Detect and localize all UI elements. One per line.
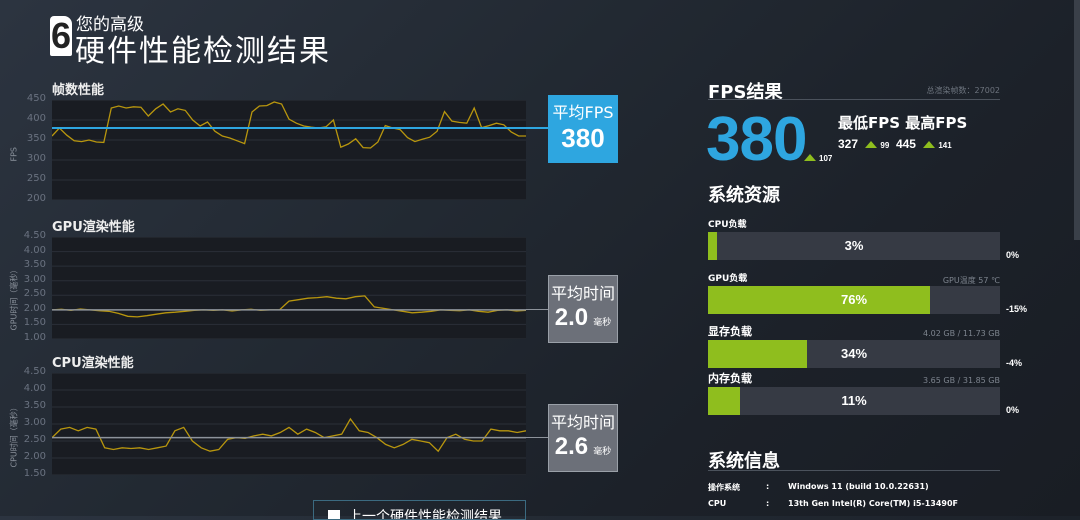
y-tick-label: 250 [26, 173, 46, 184]
fps-result-title: FPS结果 [708, 82, 783, 103]
avg-fps-value: 380 [561, 123, 605, 153]
resource-bar-fill [708, 232, 717, 260]
resource-bar: 76% [708, 286, 1000, 314]
cpu-avg-badge: 平均时间 2.6 毫秒 [548, 404, 618, 472]
rainbow-six-logo: 6 [50, 15, 72, 56]
sysinfo-key: 操作系统 [708, 483, 740, 492]
y-tick-label: 450 [26, 93, 46, 104]
resource-pct: 3% [844, 238, 864, 253]
y-tick-label: 4.00 [23, 383, 46, 394]
fps-chart-title: 帧数性能 [52, 83, 105, 98]
resource-bar: 34% [708, 340, 1000, 368]
previous-results-label: 上一个硬件性能检测结果 [348, 509, 502, 520]
resource-meta: GPU温度 57 ℃ [942, 276, 1000, 285]
y-tick-label: 4.00 [23, 244, 46, 256]
min-fps: 327 [838, 137, 859, 151]
avg-fps-big: 380 [706, 105, 807, 174]
max-fps: 445 [895, 137, 916, 151]
y-tick-label: 2.50 [23, 434, 46, 445]
y-tick-label: 3.50 [23, 400, 46, 411]
avg-fps-label: 平均FPS [552, 103, 614, 122]
y-tick-label: 2.50 [23, 288, 46, 300]
up-triangle-icon [923, 141, 936, 148]
avg-fps-badge: 平均FPS 380 [548, 95, 618, 163]
divider [708, 470, 1000, 471]
plot-background [52, 100, 526, 200]
resource-label: 显存负载 [708, 325, 752, 338]
min-max-heading: 最低FPS 最高FPS [838, 114, 968, 132]
y-tick-label: 200 [26, 193, 46, 204]
resource-bar-fill [708, 340, 808, 368]
resource-bar: 11% [708, 387, 1000, 415]
sysinfo-sep: : [766, 499, 770, 508]
fps-plot [52, 100, 526, 200]
resource-meta: 3.65 GB / 31.85 GB [923, 376, 1000, 385]
total-frames: 总渲染帧数：27002 [926, 86, 1000, 95]
min-max-values: 327 99 445 141 [838, 137, 952, 151]
y-tick-label: 4.50 [23, 230, 46, 241]
y-tick-label: 300 [26, 153, 46, 164]
avg-delta: 107 [804, 154, 832, 163]
gpu-plot [52, 237, 526, 339]
gpu-chart-title: GPU渲染性能 [52, 220, 135, 235]
resource-bar: 3% [708, 232, 1000, 260]
page-title: 硬件性能检测结果 [75, 34, 331, 69]
y-tick-label: 3.00 [23, 273, 46, 285]
sysinfo-title: 系统信息 [708, 451, 780, 472]
resource-delta: -4% [1006, 358, 1023, 368]
resource-delta: 0% [1006, 250, 1020, 260]
plot-background [52, 237, 526, 339]
resource-delta: -15% [1006, 304, 1028, 314]
gpu-y-label: GPU时间（毫秒） [9, 265, 19, 331]
cpu-avg-value: 2.6 [554, 433, 589, 460]
resource-delta: 0% [1006, 405, 1020, 415]
series-line [52, 101, 526, 149]
resource-meta: 4.02 GB / 11.73 GB [923, 329, 1000, 338]
y-tick-label: 1.50 [23, 468, 46, 479]
resource-label: CPU负载 [708, 220, 747, 230]
up-triangle-icon [865, 141, 878, 148]
y-tick-label: 1.50 [23, 317, 46, 329]
cpu-y-label: CPU时间（毫秒） [9, 403, 19, 468]
y-tick-label: 2.00 [23, 302, 46, 314]
scrollbar[interactable] [1074, 0, 1080, 240]
sysinfo-key: CPU [708, 499, 727, 508]
average-line-connector [526, 436, 548, 438]
resource-pct: 76% [840, 292, 868, 307]
fps-y-label: FPS [9, 146, 19, 162]
gpu-avg-value: 2.0 [554, 304, 589, 331]
resource-bar-fill [708, 286, 930, 314]
resources-title: 系统资源 [708, 185, 780, 206]
resource-label: GPU负载 [708, 274, 748, 284]
previous-results-toggle[interactable]: 上一个硬件性能检测结果 [313, 500, 526, 520]
y-tick-label: 400 [26, 113, 46, 124]
resource-pct: 34% [840, 346, 868, 361]
y-tick-label: 1.00 [23, 332, 46, 343]
resource-label: 内存负载 [708, 372, 752, 385]
checkbox[interactable] [328, 510, 340, 519]
divider [708, 99, 1000, 100]
average-line-connector [526, 127, 548, 129]
resource-bar-fill [708, 387, 741, 415]
gpu-avg-label: 平均时间 [550, 284, 615, 303]
sysinfo-sep: : [766, 482, 770, 491]
gpu-avg-unit: 毫秒 [593, 318, 612, 328]
page-subtitle: 您的高级 [76, 15, 144, 35]
cpu-avg-unit: 毫秒 [593, 447, 612, 457]
sysinfo-value: 13th Gen Intel(R) Core(TM) i5-13490F [788, 499, 959, 508]
cpu-chart-title: CPU渲染性能 [52, 356, 134, 371]
average-line-connector [526, 308, 548, 310]
up-triangle-icon [804, 154, 816, 161]
sysinfo-value: Windows 11 (build 10.0.22631) [788, 482, 929, 491]
cpu-avg-label: 平均时间 [550, 413, 615, 432]
y-tick-label: 350 [26, 133, 46, 144]
gpu-avg-badge: 平均时间 2.0 毫秒 [548, 275, 618, 343]
cpu-plot [52, 373, 526, 475]
y-tick-label: 4.50 [23, 366, 46, 377]
y-tick-label: 2.00 [23, 451, 46, 462]
y-tick-label: 3.00 [23, 417, 46, 428]
y-tick-label: 3.50 [23, 259, 46, 271]
resource-pct: 11% [841, 393, 867, 408]
